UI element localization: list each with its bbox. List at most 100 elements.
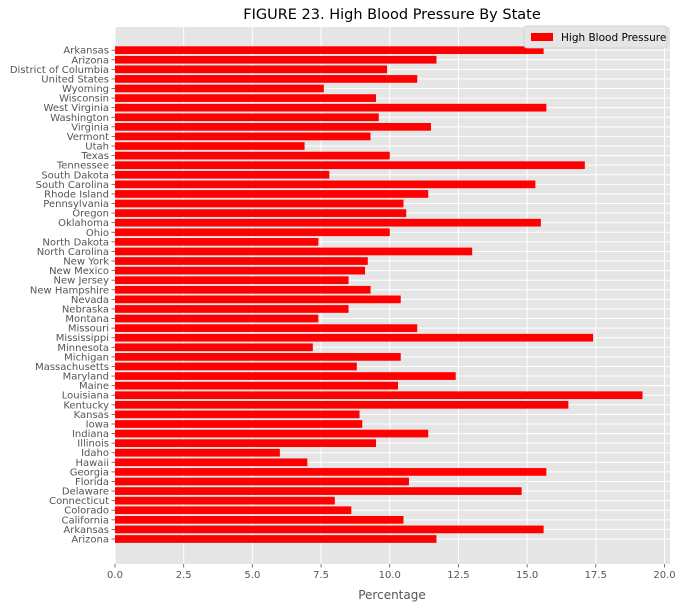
bar xyxy=(115,180,536,189)
y-axis-ticks: ArizonaArkansasCaliforniaColoradoConnect… xyxy=(10,46,115,546)
legend-box xyxy=(523,25,668,49)
x-tick-label: 2.5 xyxy=(176,570,192,581)
bar xyxy=(115,381,398,390)
y-tick-label: Kansas xyxy=(74,410,109,421)
y-tick-label: Georgia xyxy=(70,467,109,478)
bar xyxy=(115,535,437,543)
chart-title: FIGURE 23. High Blood Pressure By State xyxy=(243,7,541,23)
bar xyxy=(115,142,305,150)
bar xyxy=(115,295,401,304)
y-tick-label: Montana xyxy=(65,314,109,325)
bar xyxy=(115,333,594,342)
y-tick-label: Washington xyxy=(50,113,109,124)
y-tick-label: Ohio xyxy=(86,228,109,239)
y-tick-label: Florida xyxy=(75,477,109,488)
bar xyxy=(115,228,390,237)
bar xyxy=(115,94,377,102)
y-tick-label: Colorado xyxy=(64,506,109,517)
y-tick-label: Iowa xyxy=(86,419,109,430)
y-tick-label: Arizona xyxy=(71,535,109,546)
y-tick-label: North Dakota xyxy=(42,237,109,248)
bar xyxy=(115,151,390,160)
bar xyxy=(115,84,324,93)
y-tick-label: New Mexico xyxy=(49,266,109,277)
y-tick-label: Rhode Island xyxy=(44,189,109,200)
bar xyxy=(115,209,407,217)
y-tick-label: Missouri xyxy=(68,324,109,335)
y-tick-label: Massachusetts xyxy=(35,362,109,373)
y-tick-label: West Virginia xyxy=(44,103,109,114)
x-tick-label: 0.0 xyxy=(107,570,123,581)
bar xyxy=(115,515,404,524)
y-tick-label: Delaware xyxy=(62,487,109,498)
bar xyxy=(115,170,330,179)
x-axis-label: Percentage xyxy=(358,588,426,602)
y-tick-label: New Hampshire xyxy=(30,285,109,296)
y-tick-label: Michigan xyxy=(64,352,109,363)
bar xyxy=(115,477,409,486)
legend: High Blood Pressure xyxy=(523,25,668,49)
bar xyxy=(115,257,368,265)
y-tick-label: Pennsylvania xyxy=(43,199,109,210)
x-tick-label: 10.0 xyxy=(379,570,401,581)
bar xyxy=(115,65,388,74)
y-tick-label: Virginia xyxy=(71,122,109,133)
bar xyxy=(115,238,319,246)
bar xyxy=(115,391,643,400)
y-tick-label: California xyxy=(62,515,110,526)
bar xyxy=(115,400,569,409)
y-tick-label: Connecticut xyxy=(49,496,109,507)
x-tick-label: 12.5 xyxy=(447,570,469,581)
y-tick-label: Vermont xyxy=(67,132,109,143)
bar xyxy=(115,343,313,352)
bar xyxy=(115,285,371,294)
y-tick-label: North Carolina xyxy=(37,247,109,258)
y-tick-label: Mississippi xyxy=(56,333,109,344)
y-tick-label: New York xyxy=(63,257,109,268)
y-tick-label: Nebraska xyxy=(62,304,109,315)
y-tick-label: Kentucky xyxy=(63,400,109,411)
bar xyxy=(115,122,431,131)
bar xyxy=(115,161,585,170)
y-tick-label: Hawaii xyxy=(75,458,109,469)
x-axis-ticks: 0.0 2.5 5.0 7.5 10.0 12.5 15.0 17.5 20.0 xyxy=(107,564,676,581)
y-tick-label: South Carolina xyxy=(36,180,109,191)
bar xyxy=(115,314,319,323)
y-tick-label: Arizona xyxy=(71,55,109,66)
y-tick-label: Oklahoma xyxy=(58,218,109,229)
y-tick-label: Wisconsin xyxy=(59,94,109,105)
bar xyxy=(115,199,404,208)
bar xyxy=(115,353,401,361)
y-tick-label: Wyoming xyxy=(62,84,109,95)
bar xyxy=(115,103,547,112)
y-tick-label: Utah xyxy=(85,142,109,153)
y-tick-label: Texas xyxy=(80,151,109,162)
bar xyxy=(115,448,280,457)
bar xyxy=(115,75,418,83)
x-tick-label: 15.0 xyxy=(516,570,538,581)
y-tick-label: New Jersey xyxy=(54,276,110,287)
x-tick-label: 5.0 xyxy=(244,570,260,581)
bar xyxy=(115,218,541,227)
y-tick-label: District of Columbia xyxy=(10,65,109,76)
y-tick-label: Illinois xyxy=(77,439,109,450)
x-tick-label: 17.5 xyxy=(585,570,607,581)
bar xyxy=(115,362,357,371)
x-tick-label: 20.0 xyxy=(653,570,675,581)
y-tick-label: South Dakota xyxy=(41,170,109,181)
x-tick-label: 7.5 xyxy=(313,570,329,581)
bar xyxy=(115,429,429,438)
bar xyxy=(115,468,547,476)
bar xyxy=(115,55,437,64)
bar xyxy=(115,113,379,122)
bar xyxy=(115,190,429,198)
bar xyxy=(115,132,371,141)
bar xyxy=(115,487,522,495)
bars xyxy=(115,46,643,543)
bar xyxy=(115,266,366,275)
bar xyxy=(115,506,352,515)
bar xyxy=(115,324,418,332)
bar xyxy=(115,420,363,428)
bar xyxy=(115,496,335,505)
